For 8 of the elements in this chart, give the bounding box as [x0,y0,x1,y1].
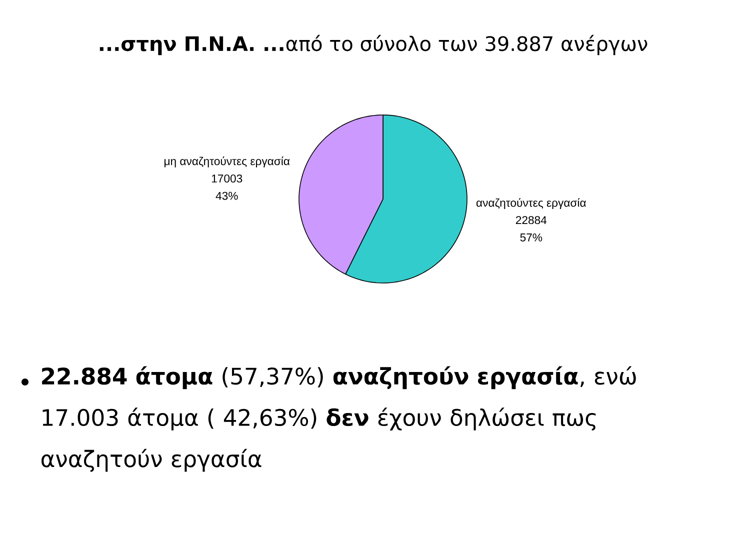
text: 43% [216,192,238,200]
slice-label: αναζητούντες εργασία [476,198,586,210]
slice-label: μη αναζητούντες εργασία [164,156,290,168]
data-label: 22884 [516,216,547,224]
text: 57% [520,233,542,242]
chart-title: ...στην Π.Ν.Α. ...από το σύνολο των 39.887 ανέργων [100,34,648,56]
text: 22.884 άτομα (57,37%) αναζητούν εργασία, ενώ 17.003 άτομα ( 42,63%) δεν έχουν δηλώσει πως αναζητούν εργασία [42,366,636,472]
data-label: 17003 [212,174,242,183]
